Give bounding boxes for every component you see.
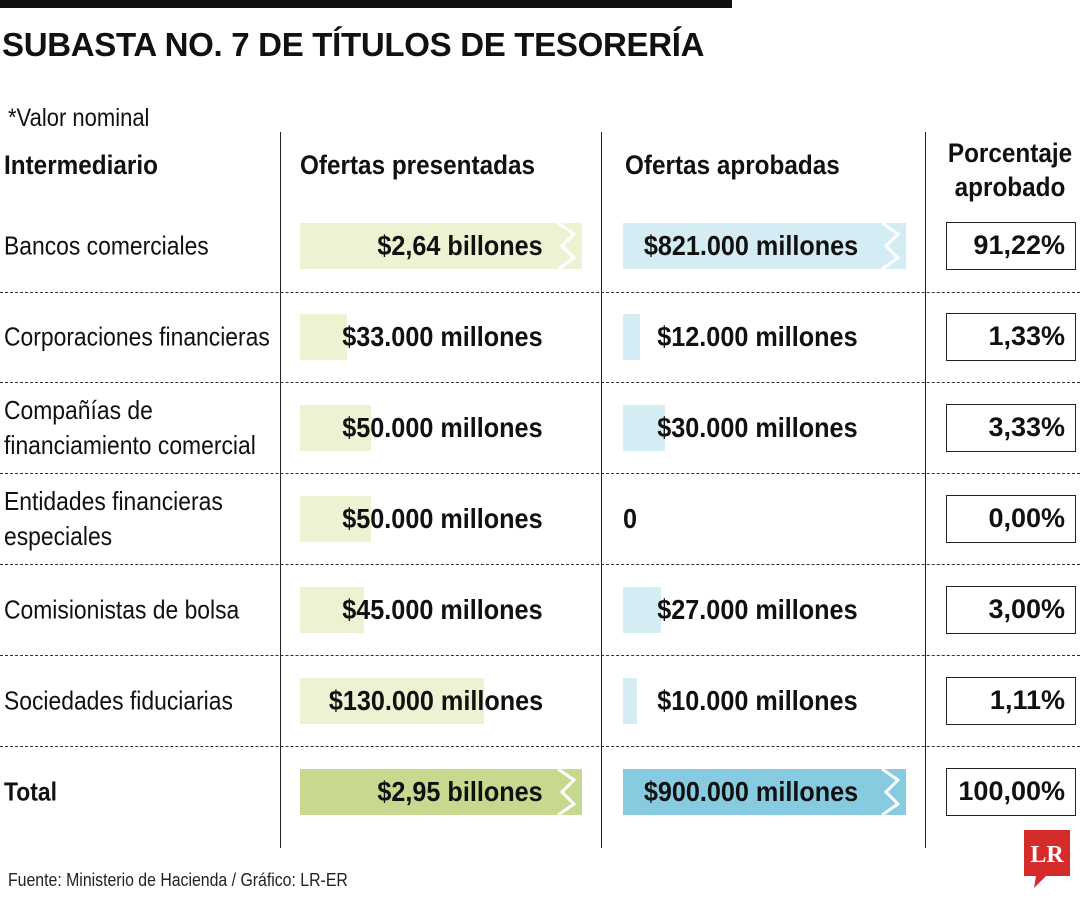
value-ofertas-aprobadas: $821.000 millones [643, 230, 858, 261]
value-ofertas-aprobadas: $10.000 millones [657, 685, 858, 716]
row-label: Bancos comerciales [4, 230, 209, 260]
bar-ofertas-aprobadas [623, 587, 662, 633]
value-ofertas-aprobadas: $27.000 millones [657, 594, 858, 625]
table-row: Sociedades fiduciarias $130.000 millones $… [0, 655, 1080, 746]
bar-ofertas-aprobadas [623, 769, 906, 815]
percentage-box: 3,33% [946, 404, 1076, 452]
row-label: Total [4, 776, 57, 806]
percentage-box: 0,00% [946, 495, 1076, 543]
value-ofertas-presentadas: $45.000 millones [342, 594, 543, 625]
bar-ofertas-aprobadas [623, 405, 666, 451]
value-ofertas-presentadas: $130.000 millones [328, 685, 543, 716]
percentage-box: 1,33% [946, 313, 1076, 361]
value-ofertas-aprobadas: 0 [623, 503, 638, 534]
row-label: Compañías de financiamiento comercial [4, 394, 256, 460]
header-porcentaje-line2: aprobado [954, 172, 1066, 202]
chart-title: SUBASTA NO. 7 DE TÍTULOS DE TESORERÍA [2, 26, 705, 63]
table-row: Bancos comerciales $2,64 billones $821.000… [0, 200, 1080, 291]
row-separator [0, 655, 1080, 656]
column-divider [280, 132, 281, 848]
table-row: Comisionistas de bolsa $45.000 millones $2… [0, 564, 1080, 655]
bar-ofertas-presentadas [300, 496, 371, 542]
value-ofertas-aprobadas: $900.000 millones [643, 776, 858, 807]
value-ofertas-aprobadas: $30.000 millones [657, 412, 858, 443]
note: *Valor nominal [8, 104, 150, 132]
bar-ofertas-presentadas [300, 587, 364, 633]
total-row: Total $2,95 billones $900.000 millones 100,… [0, 746, 1080, 837]
header-presentadas: Ofertas presentadas [300, 150, 536, 180]
lr-logo: LR [1024, 830, 1070, 888]
lr-logo-shape [1024, 830, 1070, 888]
row-separator [0, 382, 1080, 383]
column-divider [601, 132, 602, 848]
row-label: Sociedades fiduciarias [4, 685, 233, 715]
percentage-box: 1,11% [946, 677, 1076, 725]
bar-ofertas-aprobadas [623, 223, 906, 269]
percentage-box: 91,22% [946, 222, 1076, 270]
bar-ofertas-presentadas [300, 769, 582, 815]
row-separator [0, 292, 1080, 293]
row-separator [0, 564, 1080, 565]
percentage-box: 3,00% [946, 586, 1076, 634]
bar-ofertas-presentadas [300, 405, 371, 451]
value-ofertas-presentadas: $50.000 millones [342, 503, 543, 534]
bar-ofertas-aprobadas [623, 314, 640, 360]
bar-ofertas-presentadas [300, 223, 582, 269]
value-ofertas-presentadas: $33.000 millones [342, 321, 543, 352]
value-ofertas-aprobadas: $12.000 millones [657, 321, 858, 352]
value-ofertas-presentadas: $50.000 millones [342, 412, 543, 443]
table-row: Compañías de financiamiento comercial $50… [0, 382, 1080, 473]
bar-ofertas-presentadas [300, 314, 347, 360]
column-divider [925, 132, 926, 848]
value-ofertas-presentadas: $2,95 billones [377, 776, 543, 807]
row-label: Corporaciones financieras [4, 321, 270, 351]
table-row: Corporaciones financieras $33.000 millone… [0, 291, 1080, 382]
percentage-box: 100,00% [946, 768, 1076, 816]
bar-ofertas-aprobadas [623, 678, 638, 724]
row-label: Entidades financieras especiales [4, 485, 223, 551]
source-credit: Fuente: Ministerio de Hacienda / Gráfico… [8, 870, 348, 890]
header-aprobadas: Ofertas aprobadas [625, 150, 840, 180]
header-intermediario: Intermediario [4, 150, 158, 180]
header-porcentaje-line1: Porcentaje [947, 138, 1073, 168]
table-row: Entidades financieras especiales $50.000 … [0, 473, 1080, 564]
value-ofertas-presentadas: $2,64 billones [377, 230, 543, 261]
top-rule [0, 0, 732, 8]
row-label: Comisionistas de bolsa [4, 594, 240, 624]
header-porcentaje: Porcentaje aprobado [925, 136, 1080, 204]
lr-logo-text: LR [1030, 842, 1064, 868]
row-separator [0, 473, 1080, 474]
row-separator [0, 746, 1080, 747]
bar-ofertas-presentadas [300, 678, 484, 724]
